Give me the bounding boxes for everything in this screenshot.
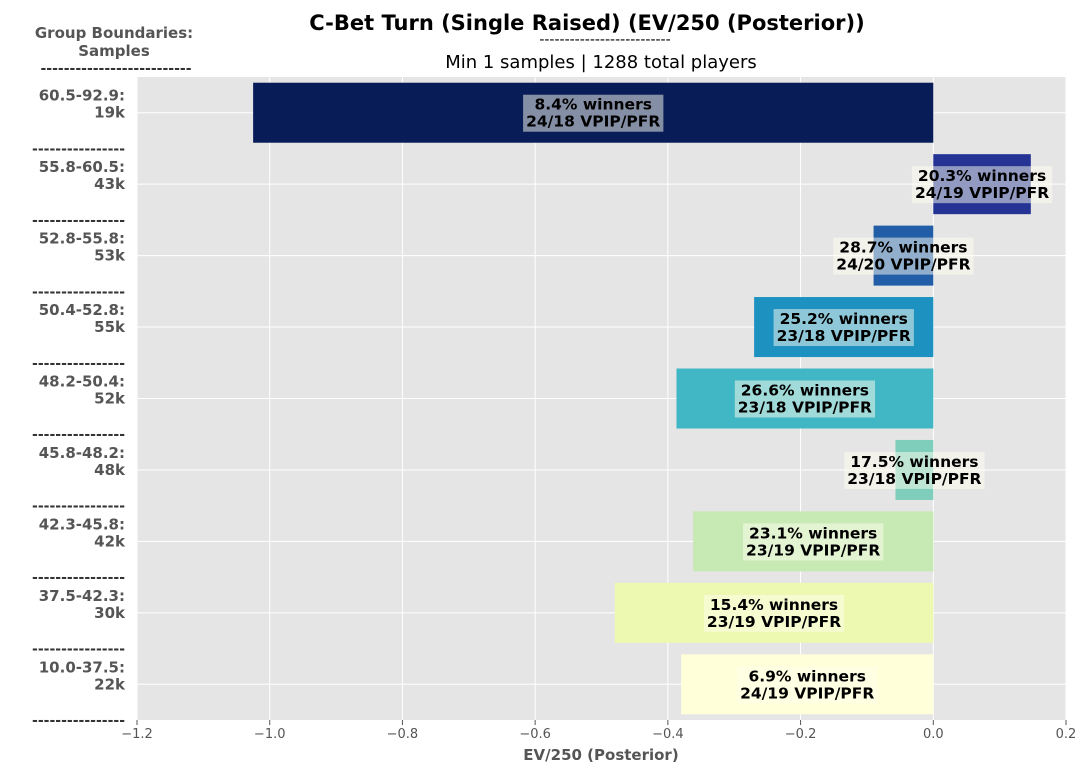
bar-label-winners: 15.4% winners <box>710 596 838 614</box>
y-tick-samples: 30k <box>94 604 126 622</box>
bar-label-vpip: 23/19 VPIP/PFR <box>746 541 880 559</box>
x-tick-labels: −1.2 −1.0 −0.8 −0.6 −0.4 −0.2 0.0 0.2 <box>121 720 1076 742</box>
y-tick-samples: 53k <box>94 247 126 265</box>
bar-label-vpip: 23/18 VPIP/PFR <box>777 327 911 345</box>
bar-label-box <box>734 380 876 418</box>
bar-label-winners: 17.5% winners <box>850 453 978 471</box>
x-tick-label: −0.8 <box>387 727 419 742</box>
y-tick-range: 42.3-45.8: <box>39 515 125 533</box>
bar-label-vpip: 23/18 VPIP/PFR <box>847 470 981 488</box>
y-tick-range: 10.0-37.5: <box>39 658 125 676</box>
bar-label-vpip: 23/18 VPIP/PFR <box>738 399 872 417</box>
group-separator: ---------------- <box>32 499 125 515</box>
group-header-line1: Group Boundaries: <box>35 24 193 42</box>
y-tick-samples: 48k <box>94 461 126 479</box>
group-separator: ---------------- <box>32 570 125 586</box>
x-tick-label: −1.2 <box>121 727 153 742</box>
group-header-underline: -------------------------- <box>40 61 191 77</box>
group-separator: ---------------- <box>32 356 125 372</box>
x-axis-label: EV/250 (Posterior) <box>523 746 678 764</box>
bar-label-box <box>844 451 985 489</box>
chart-title: C-Bet Turn (Single Raised) (EV/250 (Post… <box>309 11 864 35</box>
y-tick-samples: 43k <box>94 175 126 193</box>
bar-label-winners: 23.1% winners <box>749 524 877 542</box>
y-tick-samples: 19k <box>94 104 126 122</box>
x-tick-label: −0.4 <box>652 727 684 742</box>
x-tick-label: 0.0 <box>923 727 944 742</box>
x-tick-label: 0.2 <box>1056 727 1077 742</box>
y-tick-range: 60.5-92.9: <box>39 87 125 105</box>
bar-label-winners: 25.2% winners <box>780 310 908 328</box>
chart-title-underline: -------------------------- <box>539 32 670 48</box>
bar-label-vpip: 23/19 VPIP/PFR <box>707 613 841 631</box>
chart-subtitle: Min 1 samples | 1288 total players <box>445 52 757 73</box>
y-tick-range: 48.2-50.4: <box>39 373 125 391</box>
bar-label-box <box>773 309 914 347</box>
group-separator: ---------------- <box>32 642 125 658</box>
bar-label-winners: 28.7% winners <box>839 239 967 257</box>
group-header-line2: Samples <box>78 42 150 60</box>
y-tick-samples: 42k <box>94 532 126 550</box>
group-separator: ---------------- <box>32 213 125 229</box>
x-tick-label: −0.6 <box>519 727 551 742</box>
group-separator: ---------------- <box>32 713 125 729</box>
bar-label-vpip: 24/20 VPIP/PFR <box>836 256 970 274</box>
y-tick-samples: 55k <box>94 318 126 336</box>
bar-label-box <box>737 666 878 704</box>
bar-label-winners: 8.4% winners <box>534 96 651 114</box>
x-tick-label: −0.2 <box>785 727 817 742</box>
bar-label-winners: 26.6% winners <box>741 382 869 400</box>
y-tick-samples: 52k <box>94 390 126 408</box>
bar-label-vpip: 24/19 VPIP/PFR <box>915 184 1049 202</box>
bar-label-vpip: 24/18 VPIP/PFR <box>526 113 660 131</box>
bar-label-box <box>743 523 884 561</box>
group-separator: ---------------- <box>32 284 125 300</box>
bar-label-winners: 20.3% winners <box>918 167 1046 185</box>
bar-label-box <box>833 237 974 275</box>
bar-label-box <box>703 594 845 632</box>
bar-label-winners: 6.9% winners <box>748 667 865 685</box>
x-tick-label: −1.0 <box>254 727 286 742</box>
bar-label-box <box>911 166 1053 204</box>
y-tick-samples: 22k <box>94 675 126 693</box>
y-tick-range: 45.8-48.2: <box>39 444 125 462</box>
y-tick-labels: 60.5-92.9:19k----------------55.8-60.5:4… <box>32 87 126 729</box>
y-tick-range: 52.8-55.8: <box>39 230 125 248</box>
bar-label-vpip: 24/19 VPIP/PFR <box>740 684 874 702</box>
bar-label-box <box>523 94 664 132</box>
y-tick-range: 50.4-52.8: <box>39 301 125 319</box>
group-separator: ---------------- <box>32 141 125 157</box>
group-separator: ---------------- <box>32 427 125 443</box>
y-tick-range: 55.8-60.5: <box>39 158 125 176</box>
y-tick-range: 37.5-42.3: <box>39 587 125 605</box>
